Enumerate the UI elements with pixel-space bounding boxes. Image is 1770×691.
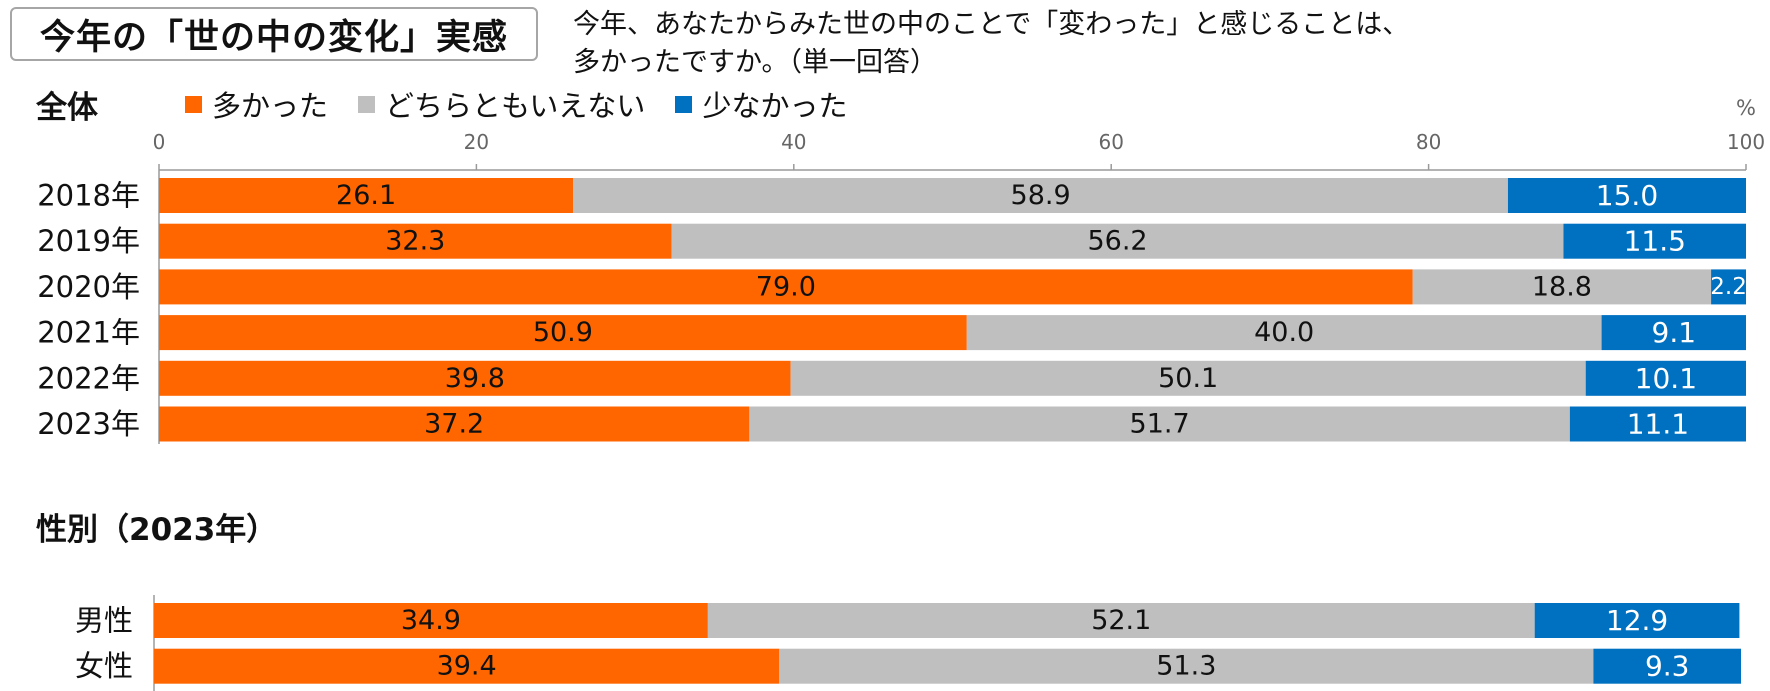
data-label-neutral: 50.1 xyxy=(1158,363,1218,394)
data-label-neutral: 51.3 xyxy=(1156,651,1216,682)
data-label-few: 9.1 xyxy=(1652,316,1697,349)
category-label: 2022年 xyxy=(37,361,140,395)
legend-item-many: 多かった xyxy=(185,83,328,125)
data-label-few: 11.5 xyxy=(1624,225,1686,258)
axis-unit-label: % xyxy=(1736,96,1756,120)
bar-segment-many xyxy=(154,603,708,638)
chart-title: 今年の「世の中の変化」実感 xyxy=(10,7,538,61)
x-tick-label: 80 xyxy=(1416,130,1441,154)
category-label: 女性 xyxy=(75,649,133,683)
category-label: 2020年 xyxy=(37,270,140,304)
legend-label-many: 多かった xyxy=(212,89,329,123)
bar-segment-few xyxy=(1601,315,1746,351)
data-label-neutral: 56.2 xyxy=(1087,226,1147,257)
data-label-neutral: 40.0 xyxy=(1254,317,1314,348)
category-label: 2023年 xyxy=(37,407,140,441)
data-label-few: 9.3 xyxy=(1645,650,1690,683)
legend-label-neutral: どちらともいえない xyxy=(385,89,646,123)
data-label-many: 79.0 xyxy=(756,271,816,302)
data-label-many: 34.9 xyxy=(401,605,461,636)
bar-segment-few xyxy=(1569,406,1746,442)
data-label-few: 12.9 xyxy=(1606,604,1668,637)
bar-segment-neutral xyxy=(671,223,1564,259)
x-tick-label: 20 xyxy=(464,130,489,154)
category-label: 2021年 xyxy=(37,316,140,350)
data-label-neutral: 51.7 xyxy=(1130,409,1190,440)
category-label: 男性 xyxy=(75,604,133,638)
survey-question: 今年、あなたからみた世の中のことで「変わった」と感じることは、 多かったですか。… xyxy=(573,9,1410,78)
bar-segment-few xyxy=(1534,603,1740,638)
x-tick-label: 0 xyxy=(153,130,166,154)
data-label-many: 50.9 xyxy=(533,317,593,348)
data-label-many: 39.8 xyxy=(445,363,505,394)
bar-segment-few xyxy=(1585,360,1746,396)
x-tick-label: 40 xyxy=(781,130,806,154)
bar-segment-many xyxy=(159,360,791,396)
bar-segment-few xyxy=(1711,269,1746,305)
bar-segment-neutral xyxy=(779,648,1594,684)
bar-segment-many xyxy=(159,223,672,259)
bar-segment-neutral xyxy=(573,178,1508,213)
section-label-overall: 全体 xyxy=(36,90,98,126)
data-label-neutral: 58.9 xyxy=(1011,180,1071,211)
legend-swatch-few xyxy=(675,95,693,113)
legend: 多かった どちらともいえない 少なかった xyxy=(185,83,877,125)
data-label-few: 11.1 xyxy=(1627,408,1689,441)
data-label-neutral: 52.1 xyxy=(1091,605,1151,636)
data-label-few: 10.1 xyxy=(1635,362,1697,395)
bar-segment-neutral xyxy=(966,315,1602,351)
bar-segment-few xyxy=(1563,223,1746,259)
data-label-neutral: 18.8 xyxy=(1532,271,1592,302)
data-label-many: 39.4 xyxy=(437,651,497,682)
legend-swatch-neutral xyxy=(358,95,376,113)
legend-item-few: 少なかった xyxy=(675,83,847,125)
x-tick-label: 60 xyxy=(1098,130,1123,154)
bar-segment-neutral xyxy=(1412,269,1712,305)
data-label-many: 37.2 xyxy=(424,409,484,440)
data-label-many: 26.1 xyxy=(336,180,396,211)
category-label: 2018年 xyxy=(37,179,140,213)
data-label-few: 2.2 xyxy=(1710,274,1747,300)
section-label-gender: 性別（2023年） xyxy=(36,512,278,548)
bar-segment-many xyxy=(159,178,574,213)
legend-swatch-many xyxy=(185,95,202,113)
data-label-few: 15.0 xyxy=(1596,179,1658,212)
bar-segment-many xyxy=(159,406,750,442)
x-tick-label: 100 xyxy=(1727,130,1765,154)
bar-segment-neutral xyxy=(749,406,1570,442)
bar-segment-many xyxy=(159,269,1413,305)
legend-item-neutral: どちらともいえない xyxy=(358,83,645,125)
bar-segment-neutral xyxy=(707,603,1535,638)
bar-segment-many xyxy=(159,315,967,351)
bar-segment-neutral xyxy=(790,360,1586,396)
bar-segment-few xyxy=(1593,648,1741,684)
bar-segment-few xyxy=(1507,178,1746,213)
legend-label-few: 少なかった xyxy=(702,89,848,123)
category-label: 2019年 xyxy=(37,224,140,258)
data-label-many: 32.3 xyxy=(385,226,445,257)
bar-segment-many xyxy=(154,648,780,684)
